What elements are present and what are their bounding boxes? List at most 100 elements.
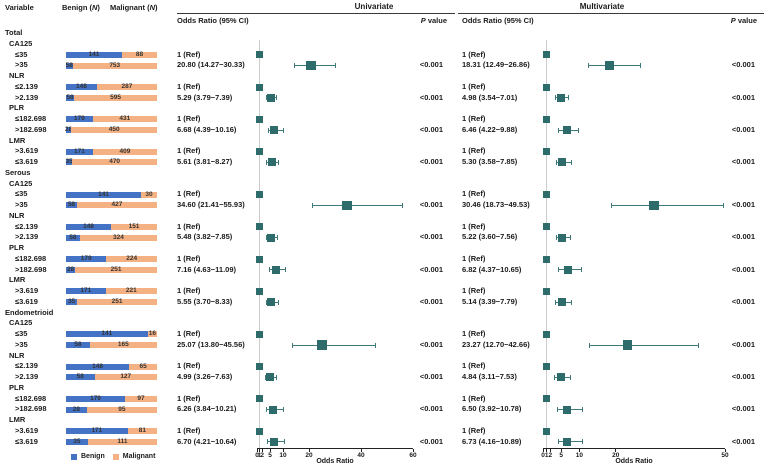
ref-marker xyxy=(543,427,551,435)
group-label: LMR xyxy=(9,415,26,424)
malignant-bar-segment-count: 409 xyxy=(119,147,131,155)
or-marker xyxy=(558,233,566,242)
malignant-bar-segment-count: 470 xyxy=(109,158,121,166)
axis-tick-label: 40 xyxy=(357,451,365,459)
row-label: ≤35 xyxy=(15,49,28,59)
axis-tick xyxy=(261,449,263,452)
count-bar: 179 431 xyxy=(66,115,157,123)
ci-cap xyxy=(557,439,559,445)
multi-p-value: <0.001 xyxy=(731,92,755,102)
multi-or-text: 18.31 (12.49−26.86) xyxy=(462,60,530,70)
axis-tick xyxy=(724,449,726,452)
malignant-bar-segment-count: 224 xyxy=(126,255,138,263)
ci-cap xyxy=(276,374,278,380)
axis-tick xyxy=(256,449,258,452)
axis-tick xyxy=(578,449,580,452)
count-bar: 58 324 xyxy=(66,233,157,241)
benign-bar-segment-count: 35 xyxy=(73,437,81,445)
axis-tick xyxy=(549,449,551,452)
ref-marker xyxy=(256,191,264,199)
or-marker xyxy=(562,405,571,414)
axis-tick xyxy=(360,449,362,452)
multi-or-text: 5.14 (3.39−7.79) xyxy=(462,296,518,306)
or-marker xyxy=(267,233,276,242)
benign-bar-segment-count: 58 xyxy=(67,201,76,209)
uni-p-value: <0.001 xyxy=(419,264,443,274)
uni-or-text: 1 (Ref) xyxy=(177,221,201,231)
count-bar: 58 165 xyxy=(66,341,157,349)
ref-marker xyxy=(256,287,264,295)
benign-bar-segment-count: 179 xyxy=(80,255,92,263)
malignant-bar-segment-count: 251 xyxy=(110,265,122,273)
benign-bar-segment: 141 xyxy=(66,191,142,198)
ref-marker xyxy=(543,148,551,156)
multi-or-text: 6.50 (3.92−10.78) xyxy=(462,404,522,414)
count-bar: 179 224 xyxy=(66,255,157,263)
malignant-bar-segment-count: 165 xyxy=(117,341,129,349)
multi-or-text: 6.82 (4.37−10.65) xyxy=(462,264,522,274)
ci-cap xyxy=(581,267,583,273)
or-marker xyxy=(306,60,316,71)
uni-p-value: <0.001 xyxy=(419,339,443,349)
malignant-bar-segment-count: 111 xyxy=(117,437,128,445)
ci-cap xyxy=(266,407,268,413)
or-marker xyxy=(271,265,280,274)
ci-cap xyxy=(292,342,294,348)
benign-bar-segment-count: 28 xyxy=(72,405,80,413)
row-label: ≤2.139 xyxy=(15,81,38,91)
ci-cap xyxy=(610,202,612,208)
row-label: >35 xyxy=(15,339,28,349)
ref-marker xyxy=(256,330,264,338)
malignant-bar-segment-count: 753 xyxy=(109,61,121,69)
malignant-bar-segment: 251 xyxy=(75,265,157,273)
benign-bar-segment-count: 58 xyxy=(74,341,82,349)
uni-or-text: 1 (Ref) xyxy=(177,286,201,295)
uni-or-text: 1 (Ref) xyxy=(177,361,201,371)
uni-or-text: 7.16 (4.63−11.09) xyxy=(177,264,237,274)
axis-tick xyxy=(259,449,261,452)
malignant-bar-segment: 65 xyxy=(129,363,157,370)
benign-bar-segment: 148 xyxy=(66,222,112,230)
row-label: >3.619 xyxy=(15,286,39,295)
uni-p-value: <0.001 xyxy=(419,232,443,242)
section-label: Total xyxy=(5,28,23,37)
benign-bar-segment-count: 179 xyxy=(73,115,85,123)
or-marker xyxy=(557,298,566,307)
or-marker xyxy=(269,405,278,414)
row-label: ≤182.698 xyxy=(15,253,47,263)
malignant-bar-segment-count: 324 xyxy=(112,233,124,241)
multi-or-text: 1 (Ref) xyxy=(462,286,486,295)
ci-cap xyxy=(282,127,284,133)
row-label: >182.698 xyxy=(15,404,47,414)
benign-bar-segment: 141 xyxy=(66,331,148,338)
multi-or-text: 1 (Ref) xyxy=(462,393,486,403)
group-label: CA125 xyxy=(9,318,33,328)
count-bar: 58 427 xyxy=(66,201,157,209)
multi-p-value: <0.001 xyxy=(731,404,755,414)
univariate-axis-title: Odds Ratio xyxy=(316,457,354,465)
uni-p-value: <0.001 xyxy=(419,436,443,446)
univariate-or-ci-header: Odds Ratio (95% CI) xyxy=(177,16,249,25)
benign-bar-segment: 28 xyxy=(66,405,87,413)
ci-whisker xyxy=(292,344,376,346)
row-label: ≤3.619 xyxy=(15,436,38,446)
multi-or-text: 6.73 (4.16−10.89) xyxy=(462,436,522,446)
benign-bar-segment-count: 179 xyxy=(90,394,101,402)
benign-bar-segment: 148 xyxy=(66,83,97,91)
uni-or-text: 1 (Ref) xyxy=(177,329,201,338)
benign-bar-segment: 179 xyxy=(66,255,107,263)
panel-title-multivariate: Multivariate xyxy=(579,2,625,11)
malignant-bar-segment: 165 xyxy=(89,341,157,349)
ref-marker xyxy=(256,51,264,59)
benign-bar-segment-count: 148 xyxy=(83,222,94,230)
multi-p-value: <0.001 xyxy=(731,296,755,306)
malignant-bar-segment: 224 xyxy=(106,255,157,263)
benign-bar-segment: 28 xyxy=(66,266,76,273)
uni-p-value: <0.001 xyxy=(419,92,443,102)
malignant-bar-segment-count: 221 xyxy=(125,287,137,295)
ref-marker xyxy=(543,191,551,199)
benign-bar-segment: 35 xyxy=(66,437,88,445)
malignant-bar-segment-count: 151 xyxy=(128,222,140,230)
malignant-bar-segment-count: 251 xyxy=(111,298,123,306)
